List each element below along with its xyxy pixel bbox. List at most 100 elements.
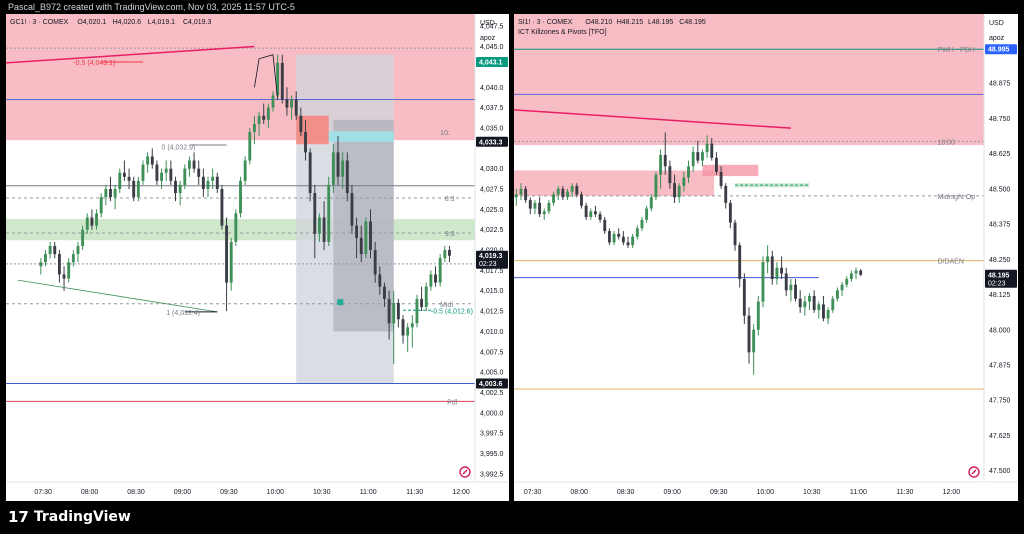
candle-body: [257, 115, 261, 124]
candle-body: [178, 184, 182, 194]
candle: [770, 250, 774, 285]
candle-body: [57, 254, 61, 275]
candle-body: [415, 298, 419, 324]
time-axis-bg: [6, 482, 509, 501]
y-tick-label: 4,022.5: [480, 227, 503, 234]
candle-body: [668, 166, 672, 184]
candle-body: [146, 156, 150, 165]
candle-body: [752, 329, 756, 353]
price-tag-0: [476, 57, 508, 68]
candle-body: [345, 160, 349, 194]
candle: [673, 174, 676, 203]
candle-body: [570, 185, 574, 192]
candle-body: [206, 180, 210, 189]
zone-1: [514, 170, 715, 196]
candle-body: [635, 228, 639, 237]
candle: [164, 160, 168, 181]
time-axis-bg: [514, 482, 1018, 501]
candle: [187, 156, 191, 177]
candle-body: [192, 160, 196, 169]
candle: [183, 164, 187, 189]
x-tick-label: 10:30: [313, 489, 331, 496]
candle: [243, 156, 247, 185]
chart-label-3: -0.5 (4,012.6): [431, 308, 473, 315]
candle-body: [840, 284, 844, 291]
x-tick-label: 11:00: [850, 489, 867, 496]
y-tick-label: 48.125: [989, 292, 1011, 299]
candle: [136, 176, 140, 202]
candle-body: [649, 197, 653, 209]
candle-body: [396, 302, 400, 320]
legend: SI1! · 3 · COMEX O48.210 H48.215 L48.195 C48…: [518, 19, 706, 36]
candle-body: [580, 194, 583, 206]
candle: [150, 148, 154, 169]
y-tick-label: 47.500: [989, 468, 1011, 475]
candle-body: [724, 185, 728, 203]
candle: [766, 245, 770, 274]
candle: [575, 183, 579, 198]
candle: [438, 254, 442, 287]
price-axis-bg: [984, 14, 1018, 501]
y-tick-label: 4,000.0: [480, 410, 503, 417]
candle: [854, 267, 858, 280]
candle-body: [285, 99, 289, 108]
candle-body: [327, 184, 331, 242]
y-tick-label: 3,997.5: [480, 431, 503, 438]
y-tick-label: 4,002.5: [480, 390, 503, 397]
chart-label-2: 1 (4,012.4): [166, 310, 200, 317]
candle: [794, 279, 797, 302]
candle: [48, 241, 52, 259]
ohlc-close: C48.195: [679, 19, 706, 26]
scale-note: apoz: [989, 35, 1005, 42]
candle-body: [48, 245, 52, 255]
candle: [331, 144, 335, 194]
candle-body: [67, 262, 71, 279]
candle-body: [197, 168, 201, 177]
candle: [364, 217, 368, 259]
y-tick-label: 4,037.5: [480, 105, 503, 112]
gold-futures-chart-panel[interactable]: -0.5 (4,043.1) 0 (4,032.9) 1 (4,012.4) -0.5…: [6, 14, 509, 501]
candle-body: [845, 279, 849, 285]
candle-body: [438, 258, 442, 283]
candle: [682, 171, 686, 192]
candle-body: [524, 188, 528, 201]
candle: [327, 176, 331, 246]
candle: [313, 184, 317, 259]
zone-0: [6, 14, 475, 141]
price-tag-countdown: 02:23: [988, 280, 1006, 287]
candle: [514, 188, 518, 206]
candle: [817, 301, 821, 319]
chart-label-3: D/DAEN: [937, 259, 963, 266]
candle-body: [798, 298, 802, 308]
candle: [593, 205, 597, 217]
candle-body: [607, 231, 611, 243]
silver-futures-chart-panel[interactable]: PWH - PDH 10:00 Midnight Op D/DAEN USD apoz 48…: [514, 14, 1018, 501]
candle: [835, 287, 839, 302]
candle-body: [229, 241, 233, 283]
candle: [109, 176, 112, 202]
candle-body: [355, 225, 359, 238]
target-zone: [328, 131, 394, 142]
candle: [160, 168, 163, 189]
candle: [668, 160, 672, 189]
candle: [53, 241, 57, 259]
x-tick-label: 08:30: [617, 489, 635, 496]
candle-body: [322, 217, 326, 242]
candle: [85, 213, 89, 234]
y-tick-label: 4,007.5: [480, 349, 503, 356]
candle-body: [378, 274, 382, 287]
candle-body: [280, 62, 284, 100]
candle: [570, 183, 574, 198]
candle: [691, 146, 695, 172]
candle-body: [645, 208, 649, 220]
candle-body: [687, 166, 690, 178]
alert-icon-mark: [462, 469, 468, 475]
y-tick-label: 48.625: [989, 151, 1011, 158]
candle-body: [401, 319, 405, 336]
candle: [104, 184, 108, 206]
candle-body: [733, 222, 737, 246]
candle: [775, 262, 779, 285]
y-tick-label: 48.250: [989, 257, 1011, 264]
candle-body: [434, 274, 437, 283]
candle-body: [835, 290, 839, 299]
